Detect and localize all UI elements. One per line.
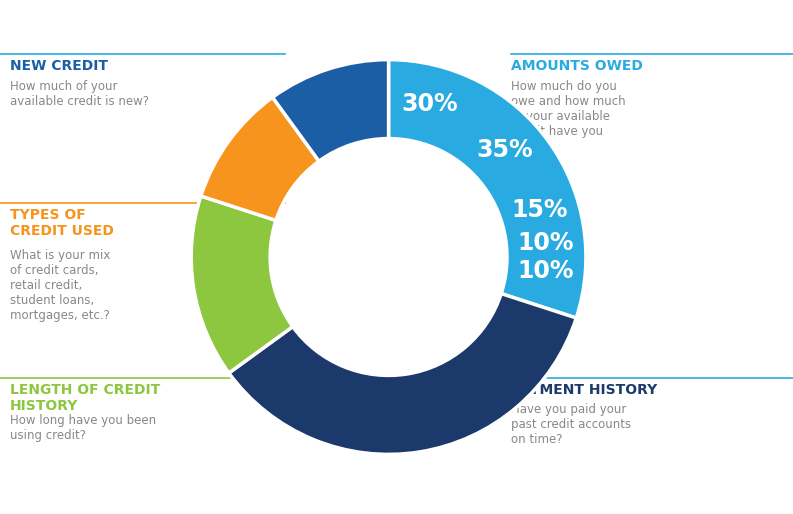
- Text: How much do you
owe and how much
of your available
credit have you
used?: How much do you owe and how much of your…: [511, 80, 626, 153]
- Text: How much of your
available credit is new?: How much of your available credit is new…: [10, 80, 148, 107]
- Text: NEW CREDIT: NEW CREDIT: [10, 59, 108, 73]
- Wedge shape: [191, 196, 293, 373]
- Wedge shape: [389, 60, 586, 318]
- Text: 35%: 35%: [477, 138, 534, 162]
- Text: How long have you been
using credit?: How long have you been using credit?: [10, 414, 155, 442]
- Text: 10%: 10%: [518, 231, 574, 255]
- Wedge shape: [201, 97, 319, 221]
- Text: What is your mix
of credit cards,
retail credit,
student loans,
mortgages, etc.?: What is your mix of credit cards, retail…: [10, 249, 110, 322]
- Wedge shape: [273, 60, 389, 161]
- Text: LENGTH OF CREDIT
HISTORY: LENGTH OF CREDIT HISTORY: [10, 383, 159, 413]
- Text: Have you paid your
past credit accounts
on time?: Have you paid your past credit accounts …: [511, 403, 631, 447]
- Text: TYPES OF
CREDIT USED: TYPES OF CREDIT USED: [10, 208, 113, 238]
- Text: 10%: 10%: [518, 259, 574, 283]
- Text: 30%: 30%: [401, 93, 458, 117]
- Wedge shape: [229, 293, 577, 454]
- Text: 15%: 15%: [511, 197, 568, 222]
- Text: PAYMENT HISTORY: PAYMENT HISTORY: [511, 383, 657, 397]
- Text: AMOUNTS OWED: AMOUNTS OWED: [511, 59, 643, 73]
